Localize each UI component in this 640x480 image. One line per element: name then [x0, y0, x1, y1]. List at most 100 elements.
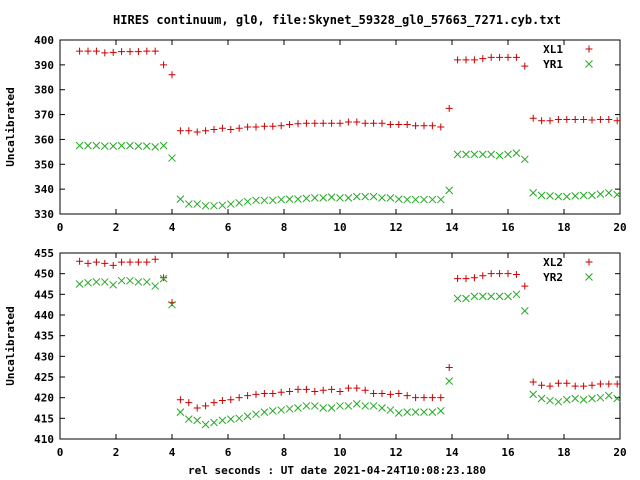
bottom-point-xl2	[269, 390, 277, 398]
top-point-xl1	[286, 121, 294, 129]
top-point-xl1	[538, 117, 546, 125]
bottom-point-yr2	[453, 294, 462, 303]
bottom-point-xl2	[596, 380, 604, 388]
top-point-yr1	[378, 193, 386, 202]
bottom-point-xl2	[496, 270, 504, 278]
bottom-point-xl2	[235, 394, 243, 402]
top-y-tick-label: 360	[34, 133, 54, 146]
bottom-point-yr2	[117, 276, 126, 285]
top-point-yr1	[243, 197, 252, 206]
bottom-point-yr2	[184, 415, 193, 424]
top-legend-label-xl1: XL1	[543, 43, 563, 56]
bottom-point-xl2	[412, 394, 420, 402]
top-point-xl1	[378, 119, 386, 127]
top-point-xl1	[386, 121, 394, 129]
bottom-point-yr2	[84, 278, 92, 287]
top-point-xl1	[109, 48, 117, 56]
top-data-points	[75, 47, 622, 210]
bottom-point-yr2	[512, 290, 521, 299]
bottom-point-xl2	[605, 380, 613, 388]
bottom-point-xl2	[185, 399, 193, 407]
bottom-point-xl2	[378, 390, 386, 398]
top-point-yr1	[201, 201, 210, 210]
top-point-yr1	[260, 196, 269, 205]
bottom-x-tick-label: 12	[389, 446, 402, 459]
top-point-yr1	[210, 201, 218, 210]
top-point-xl1	[202, 127, 210, 135]
top-point-xl1	[328, 119, 336, 127]
top-point-yr1	[327, 193, 336, 201]
top-point-xl1	[277, 122, 285, 130]
bottom-point-yr2	[520, 307, 529, 315]
bottom-point-xl2	[101, 259, 109, 267]
top-x-tick-label: 4	[169, 221, 176, 234]
bottom-point-yr2	[361, 402, 370, 410]
bottom-point-yr2	[428, 408, 437, 416]
bottom-point-yr2	[201, 420, 210, 429]
bottom-point-xl2	[134, 258, 142, 266]
top-point-xl1	[344, 118, 352, 126]
top-point-yr1	[117, 141, 126, 150]
bottom-point-yr2	[92, 278, 101, 286]
bottom-point-yr2	[378, 404, 386, 412]
bottom-axis-ticks: 0 2 4 6 8 10 12 14 16 18 20 410 415 420 425 430 435 440 44…	[34, 247, 627, 459]
top-point-yr1	[428, 195, 437, 204]
top-point-yr1	[487, 150, 496, 159]
bottom-legend-label-yr2: YR2	[543, 271, 563, 284]
top-point-xl1	[311, 119, 319, 127]
top-legend-label-yr1: YR1	[543, 58, 563, 71]
bottom-point-xl2	[546, 382, 554, 390]
top-point-yr1	[537, 191, 546, 200]
bottom-point-yr2	[193, 416, 202, 425]
bottom-point-xl2	[151, 255, 159, 263]
top-point-yr1	[546, 192, 554, 200]
bottom-point-yr2	[487, 292, 496, 301]
bottom-point-xl2	[210, 399, 218, 407]
top-point-yr1	[226, 200, 235, 208]
bottom-point-yr2	[462, 294, 470, 303]
bottom-point-xl2	[118, 258, 126, 266]
top-point-xl1	[76, 47, 84, 55]
bottom-point-xl2	[244, 392, 252, 400]
top-point-xl1	[185, 127, 193, 135]
top-point-xl1	[546, 117, 554, 125]
top-point-xl1	[529, 114, 537, 122]
bottom-point-xl2	[260, 390, 268, 398]
top-point-xl1	[235, 124, 243, 132]
top-point-xl1	[294, 120, 302, 128]
top-point-xl1	[252, 123, 260, 131]
top-point-yr1	[529, 189, 538, 197]
bottom-y-tick-label: 455	[34, 247, 54, 260]
bottom-point-xl2	[588, 381, 596, 389]
top-point-xl1	[613, 117, 621, 125]
bottom-x-tick-label: 0	[57, 446, 64, 459]
top-point-yr1	[436, 195, 445, 204]
top-y-axis-label: Uncalibrated	[4, 87, 17, 166]
bottom-point-xl2	[403, 392, 411, 400]
bottom-point-yr2	[604, 391, 613, 400]
bottom-y-tick-label: 440	[34, 309, 54, 322]
bottom-point-yr2	[151, 282, 160, 290]
top-point-xl1	[454, 56, 462, 64]
bottom-point-yr2	[243, 412, 252, 421]
top-point-yr1	[596, 190, 605, 198]
top-point-yr1	[268, 196, 277, 205]
top-y-tick-label: 370	[34, 109, 54, 122]
top-point-yr1	[403, 195, 412, 204]
top-point-xl1	[403, 121, 411, 129]
top-x-tick-label: 2	[113, 221, 120, 234]
bottom-x-tick-label: 16	[501, 446, 515, 459]
top-point-xl1	[571, 116, 579, 124]
top-point-yr1	[411, 195, 420, 204]
top-point-yr1	[75, 141, 84, 150]
bottom-point-xl2	[487, 270, 495, 278]
bottom-point-yr2	[109, 280, 118, 289]
top-point-yr1	[495, 151, 504, 160]
bottom-point-yr2	[386, 406, 395, 414]
bottom-point-yr2	[344, 402, 353, 410]
top-point-yr1	[235, 198, 244, 207]
bottom-point-yr2	[277, 406, 286, 414]
bottom-y-tick-label: 435	[34, 330, 54, 343]
bottom-point-yr2	[336, 402, 344, 410]
bottom-point-yr2	[134, 278, 143, 286]
